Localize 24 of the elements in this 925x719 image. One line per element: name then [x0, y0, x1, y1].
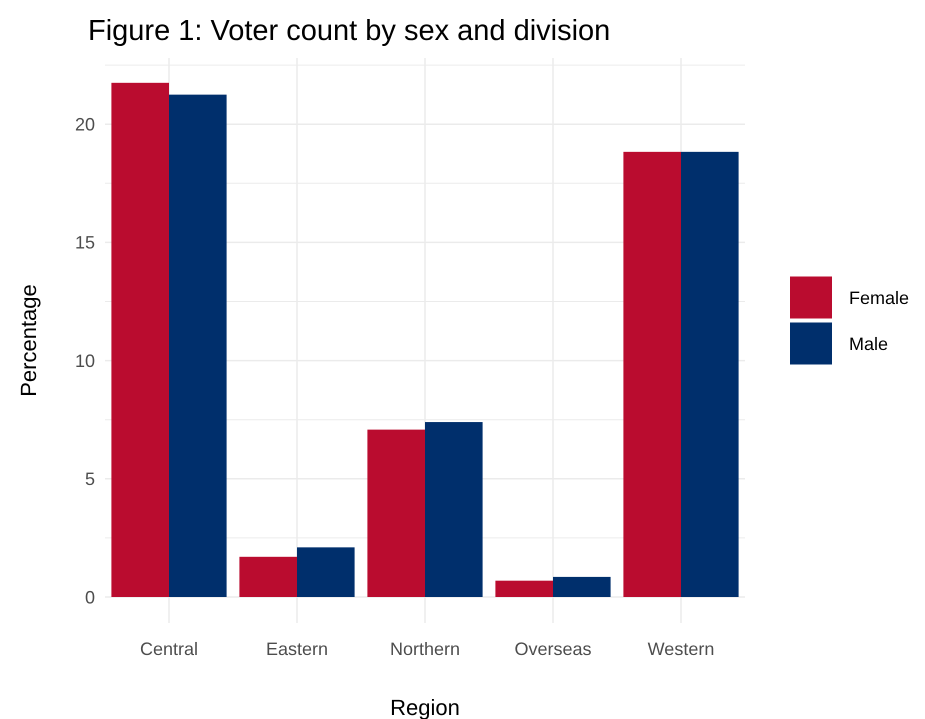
bar: [111, 82, 169, 597]
bar: [367, 430, 425, 597]
y-tick-label: 15: [74, 232, 95, 253]
bar: [239, 556, 297, 597]
bar: [425, 422, 483, 597]
bar: [623, 152, 681, 597]
bar: [681, 152, 739, 597]
x-tick-label: Northern: [390, 639, 460, 659]
bar: [169, 94, 227, 597]
y-tick-label: 10: [74, 350, 95, 371]
bar: [553, 576, 611, 597]
x-tick-label: Central: [140, 639, 198, 659]
bar: [297, 547, 355, 597]
x-tick-label: Overseas: [514, 639, 592, 659]
y-tick-label: 5: [84, 469, 95, 490]
y-tick-label: 0: [84, 587, 95, 608]
bar: [495, 580, 553, 597]
y-tick-label: 20: [74, 114, 95, 134]
x-tick-label: Eastern: [266, 639, 328, 659]
legend-label: Male: [849, 334, 888, 354]
legend-label: Female: [849, 288, 910, 308]
x-tick-label: Western: [648, 639, 714, 659]
y-axis-title: Percentage: [16, 284, 41, 397]
chart-title: Figure 1: Voter count by sex and division: [88, 15, 610, 47]
